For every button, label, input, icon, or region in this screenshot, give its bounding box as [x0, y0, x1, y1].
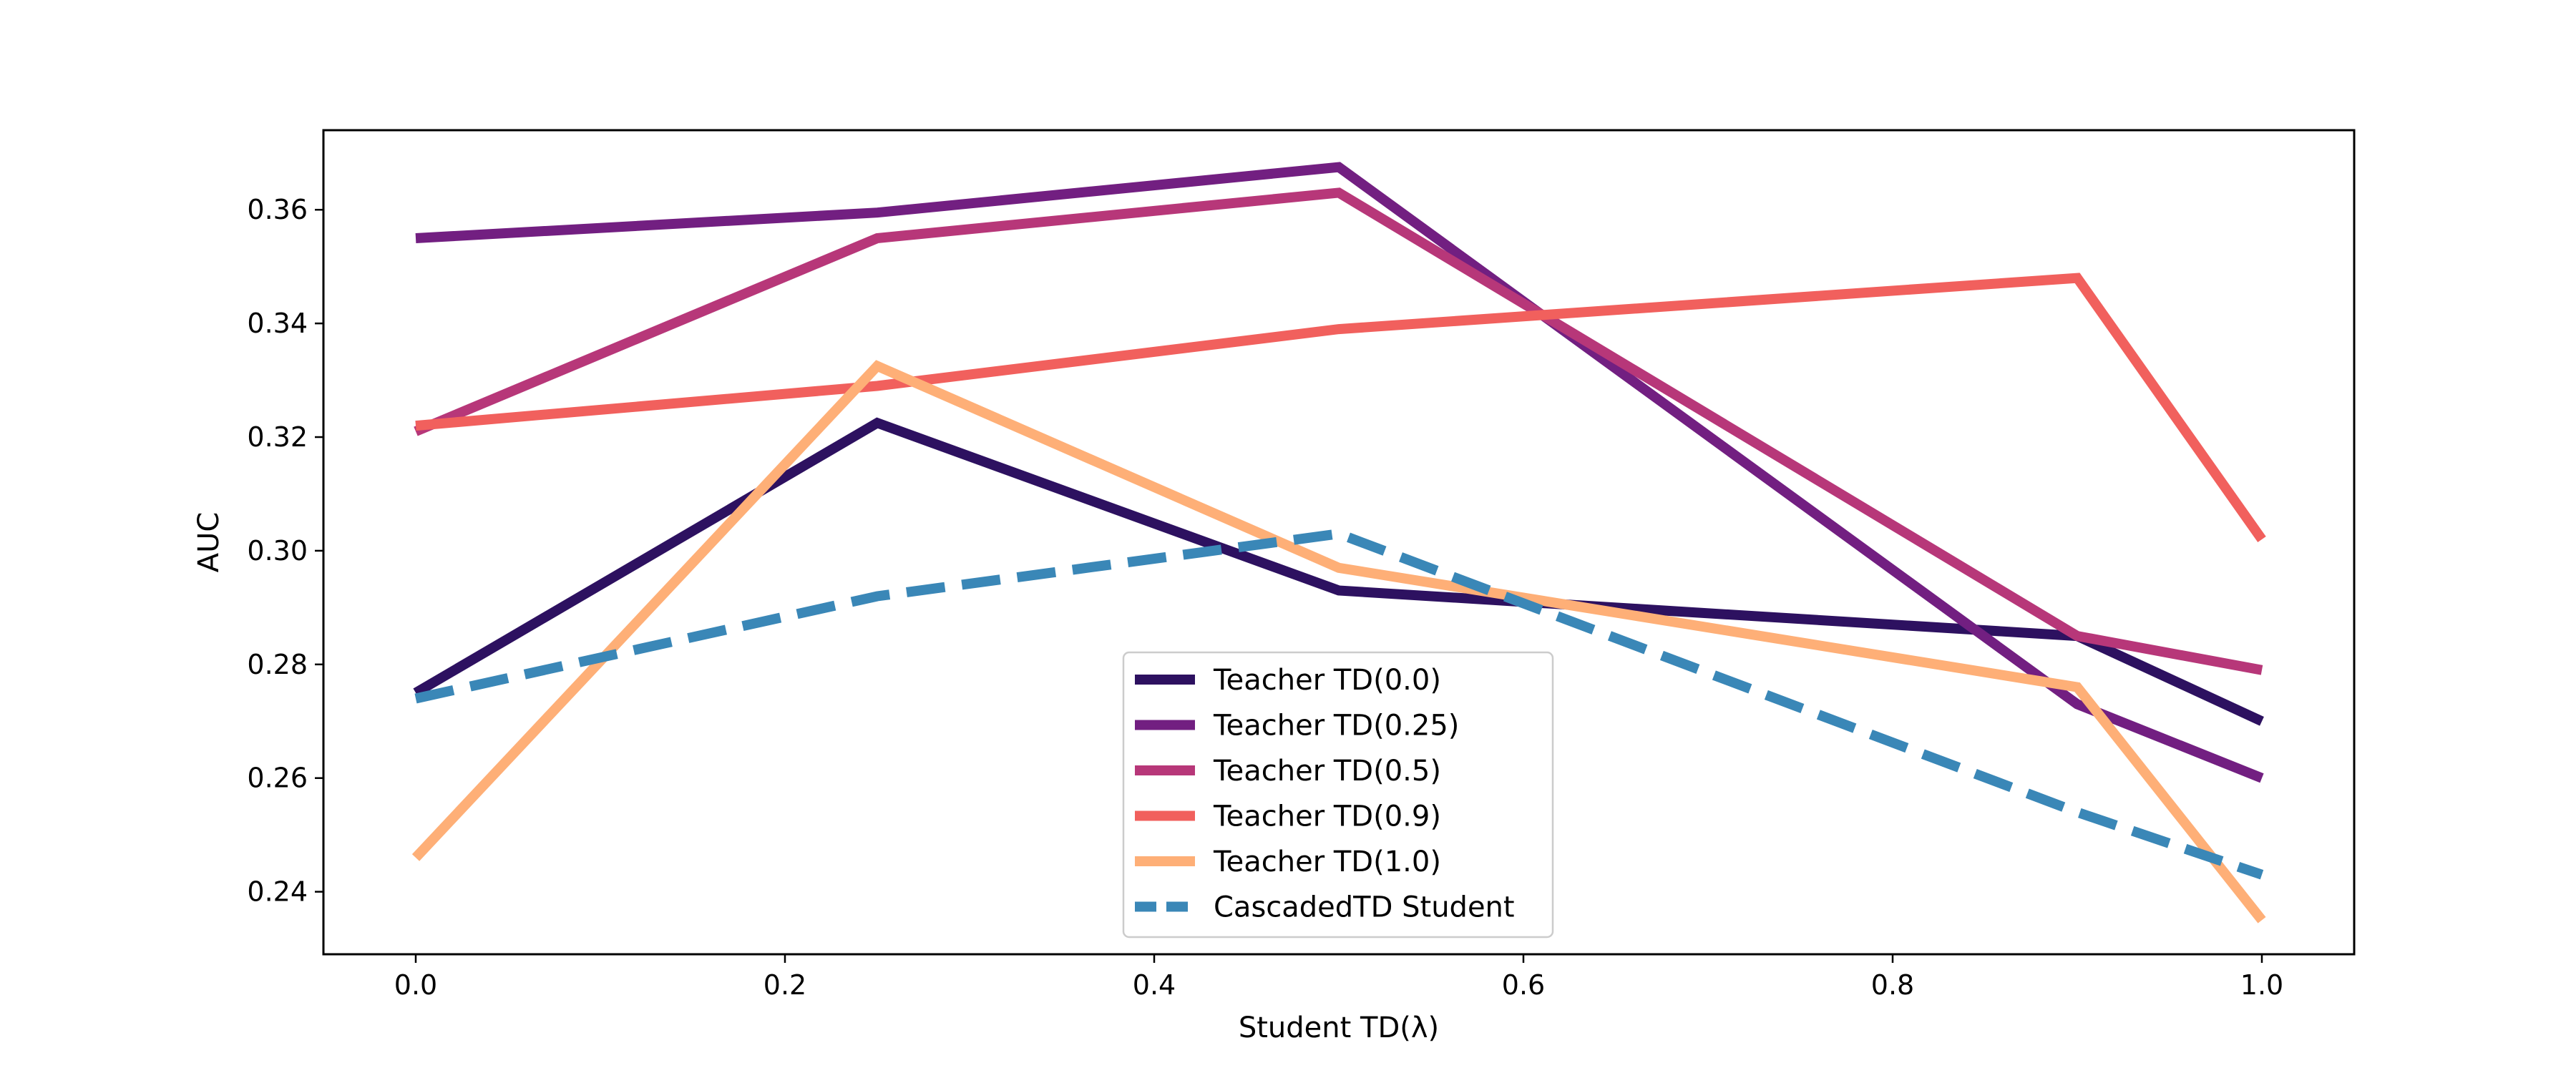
- legend-box: [1122, 651, 1554, 939]
- legend: Teacher TD(0.0) Teacher TD(0.25) Teacher T…: [1122, 651, 1554, 939]
- y-axis-title: AUC: [192, 512, 225, 573]
- x-tick-label: 0.8: [1871, 969, 1914, 1001]
- legend-label: Teacher TD(0.0): [1213, 664, 1441, 697]
- y-tick-label: 0.32: [247, 421, 308, 453]
- y-tick-label: 0.28: [247, 649, 308, 680]
- axes-frame: [322, 129, 2356, 956]
- x-tick-label: 0.6: [1502, 969, 1545, 1001]
- legend-label: Teacher TD(0.9): [1213, 800, 1441, 833]
- series-line-2: [414, 187, 2263, 675]
- x-axis: 0.0 0.2 0.4 0.6 0.8 1.0: [394, 954, 2283, 1001]
- series-line-1: [415, 162, 2264, 783]
- x-tick-label: 0.0: [394, 969, 437, 1001]
- legend-label: CascadedTD Student: [1214, 891, 1515, 924]
- y-tick-label: 0.26: [247, 763, 308, 794]
- series-line-4: [411, 360, 2266, 923]
- x-tick-label: 1.0: [2240, 969, 2283, 1001]
- y-tick-label: 0.34: [247, 308, 308, 339]
- series-line-5: [414, 528, 2264, 880]
- y-tick-label: 0.36: [247, 194, 308, 225]
- x-tick-label: 0.4: [1133, 969, 1176, 1001]
- legend-label: Teacher TD(1.0): [1213, 846, 1441, 878]
- x-axis-title: Student TD(λ): [1239, 1011, 1439, 1044]
- series-line-3: [415, 273, 2266, 543]
- y-axis: 0.24 0.26 0.28 0.30 0.32 0.34 0.36: [247, 194, 323, 908]
- x-tick-label: 0.2: [763, 969, 806, 1001]
- legend-label: Teacher TD(0.25): [1213, 710, 1459, 743]
- legend-label: Teacher TD(0.5): [1213, 755, 1441, 788]
- y-tick-label: 0.24: [247, 876, 308, 908]
- series-line-0: [413, 417, 2264, 726]
- y-tick-label: 0.30: [247, 535, 308, 567]
- series-layer: [411, 162, 2266, 923]
